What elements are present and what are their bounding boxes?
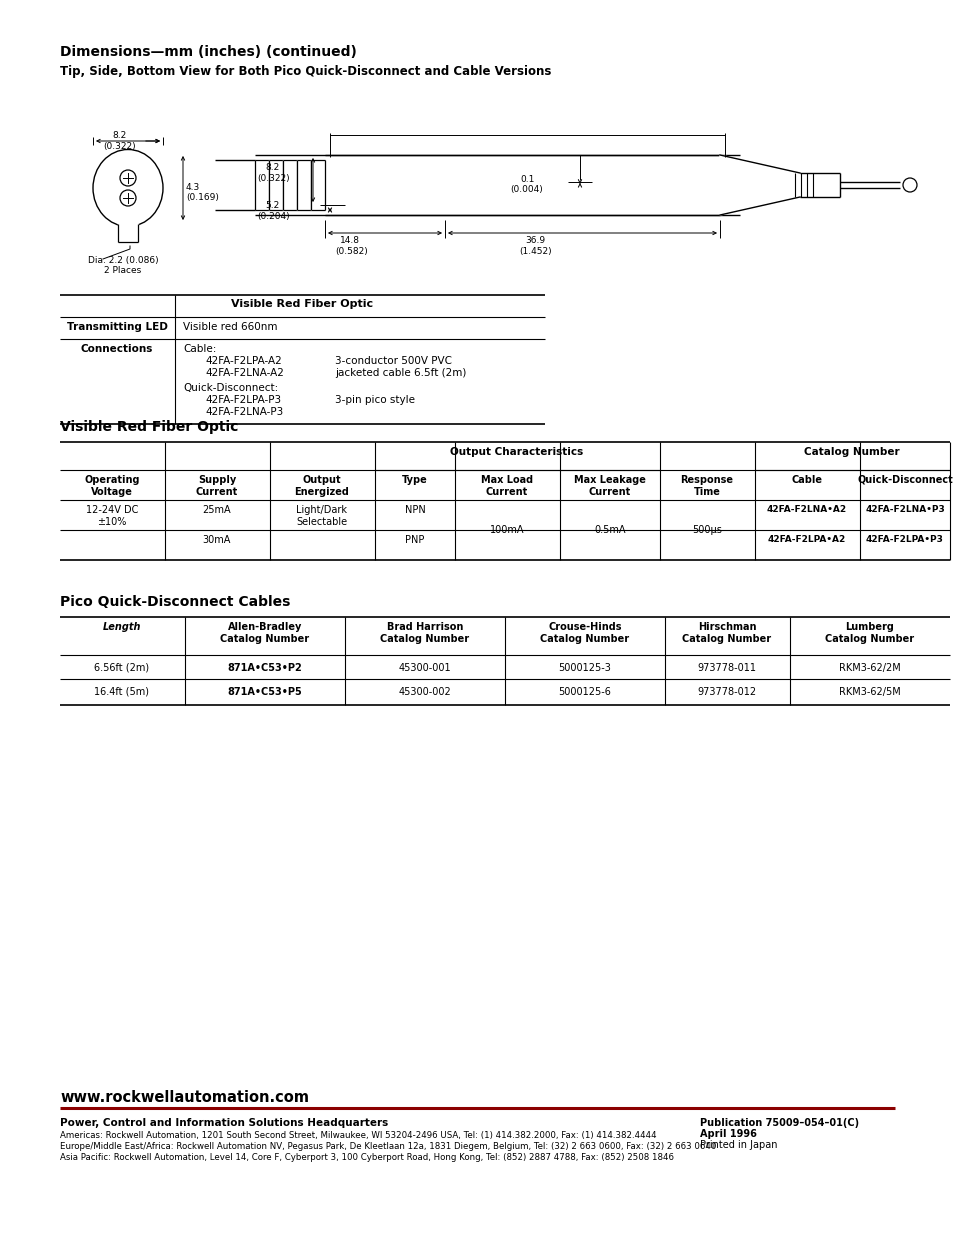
- Text: 36.9: 36.9: [524, 236, 544, 245]
- Text: Dia. 2.2 (0.086): Dia. 2.2 (0.086): [88, 256, 158, 266]
- Text: 0.5mA: 0.5mA: [594, 525, 625, 535]
- Text: Pico Quick-Disconnect Cables: Pico Quick-Disconnect Cables: [60, 595, 290, 609]
- Text: Lumberg
Catalog Number: Lumberg Catalog Number: [824, 622, 914, 643]
- Text: 3-pin pico style: 3-pin pico style: [335, 395, 415, 405]
- Text: 42FA-F2LNA-P3: 42FA-F2LNA-P3: [205, 408, 283, 417]
- Text: 973778-011: 973778-011: [697, 663, 756, 673]
- Text: Asia Pacific: Rockwell Automation, Level 14, Core F, Cyberport 3, 100 Cyberport : Asia Pacific: Rockwell Automation, Level…: [60, 1153, 673, 1162]
- Polygon shape: [254, 161, 269, 210]
- Text: Power, Control and Information Solutions Headquarters: Power, Control and Information Solutions…: [60, 1118, 388, 1128]
- Text: Printed in Japan: Printed in Japan: [700, 1140, 777, 1150]
- Text: Dimensions—mm (inches) (continued): Dimensions—mm (inches) (continued): [60, 44, 356, 59]
- Text: Tip, Side, Bottom View for Both Pico Quick-Disconnect and Cable Versions: Tip, Side, Bottom View for Both Pico Qui…: [60, 65, 551, 78]
- Text: RKM3-62/2M: RKM3-62/2M: [839, 663, 900, 673]
- Text: Output
Energized: Output Energized: [294, 475, 349, 496]
- Text: Output Characteristics: Output Characteristics: [450, 447, 583, 457]
- Text: (0.204): (0.204): [256, 212, 290, 221]
- Text: 42FA-F2LPA-A2: 42FA-F2LPA-A2: [205, 356, 281, 366]
- Text: Supply
Current: Supply Current: [195, 475, 238, 496]
- Text: 42FA-F2LNA•P3: 42FA-F2LNA•P3: [864, 505, 943, 514]
- Ellipse shape: [92, 149, 163, 226]
- Circle shape: [902, 178, 916, 191]
- Text: Visible Red Fiber Optic: Visible Red Fiber Optic: [231, 299, 373, 309]
- Text: (0.004): (0.004): [510, 185, 542, 194]
- Text: 2 Places: 2 Places: [104, 266, 141, 275]
- Polygon shape: [118, 224, 138, 242]
- Text: Transmitting LED: Transmitting LED: [67, 322, 168, 332]
- Text: (0.322): (0.322): [104, 142, 136, 151]
- Text: 8.2: 8.2: [265, 163, 279, 172]
- Text: Response
Time: Response Time: [679, 475, 733, 496]
- Polygon shape: [269, 161, 283, 210]
- Text: Cable:: Cable:: [183, 345, 216, 354]
- Text: Connections: Connections: [81, 345, 153, 354]
- Text: 30mA: 30mA: [203, 535, 231, 545]
- Polygon shape: [720, 156, 800, 215]
- Text: Cable: Cable: [791, 475, 821, 485]
- Text: 973778-012: 973778-012: [697, 687, 756, 697]
- Text: 42FA-F2LNA-A2: 42FA-F2LNA-A2: [205, 368, 284, 378]
- Text: 45300-001: 45300-001: [398, 663, 451, 673]
- Text: 5000125-6: 5000125-6: [558, 687, 611, 697]
- Text: www.rockwellautomation.com: www.rockwellautomation.com: [60, 1091, 309, 1105]
- Text: 871A•C53•P2: 871A•C53•P2: [228, 663, 302, 673]
- Text: Allen-Bradley
Catalog Number: Allen-Bradley Catalog Number: [220, 622, 309, 643]
- Text: 500μs: 500μs: [691, 525, 721, 535]
- Text: (1.452): (1.452): [518, 247, 551, 256]
- Text: NPN: NPN: [404, 505, 425, 515]
- Text: 16.4ft (5m): 16.4ft (5m): [94, 687, 150, 697]
- Text: Quick-Disconnect:: Quick-Disconnect:: [183, 383, 278, 393]
- Circle shape: [120, 190, 136, 206]
- Text: Hirschman
Catalog Number: Hirschman Catalog Number: [681, 622, 771, 643]
- Text: 42FA-F2LPA•A2: 42FA-F2LPA•A2: [767, 535, 845, 543]
- Text: Operating
Voltage: Operating Voltage: [84, 475, 139, 496]
- Polygon shape: [283, 161, 296, 210]
- Text: Max Load
Current: Max Load Current: [480, 475, 533, 496]
- Text: 12-24V DC
±10%: 12-24V DC ±10%: [86, 505, 138, 526]
- Text: 45300-002: 45300-002: [398, 687, 451, 697]
- Text: (0.582): (0.582): [335, 247, 367, 256]
- Text: 871A•C53•P5: 871A•C53•P5: [228, 687, 302, 697]
- Text: 5.2: 5.2: [265, 201, 279, 210]
- Polygon shape: [311, 161, 325, 210]
- Text: 14.8: 14.8: [339, 236, 359, 245]
- Text: 42FA-F2LPA•P3: 42FA-F2LPA•P3: [865, 535, 943, 543]
- Text: Publication 75009–054–01(C): Publication 75009–054–01(C): [700, 1118, 859, 1128]
- Text: 4.3: 4.3: [186, 183, 200, 191]
- Text: 8.2: 8.2: [112, 131, 127, 140]
- Text: Length: Length: [103, 622, 141, 632]
- Text: Visible red 660nm: Visible red 660nm: [183, 322, 277, 332]
- Text: Visible Red Fiber Optic: Visible Red Fiber Optic: [60, 420, 238, 433]
- Text: 3-conductor 500V PVC: 3-conductor 500V PVC: [335, 356, 452, 366]
- Text: Max Leakage
Current: Max Leakage Current: [574, 475, 645, 496]
- Text: 42FA-F2LNA•A2: 42FA-F2LNA•A2: [766, 505, 846, 514]
- Text: PNP: PNP: [405, 535, 424, 545]
- Text: 0.1: 0.1: [519, 175, 534, 184]
- Text: Quick-Disconnect: Quick-Disconnect: [856, 475, 952, 485]
- Text: Crouse-Hinds
Catalog Number: Crouse-Hinds Catalog Number: [539, 622, 629, 643]
- Text: (0.322): (0.322): [256, 174, 290, 183]
- Text: Light/Dark
Selectable: Light/Dark Selectable: [296, 505, 347, 526]
- Text: 6.56ft (2m): 6.56ft (2m): [94, 663, 150, 673]
- Text: (0.169): (0.169): [186, 193, 218, 203]
- Text: 100mA: 100mA: [489, 525, 524, 535]
- Text: jacketed cable 6.5ft (2m): jacketed cable 6.5ft (2m): [335, 368, 466, 378]
- Text: Catalog Number: Catalog Number: [803, 447, 899, 457]
- Text: Type: Type: [402, 475, 428, 485]
- Text: 42FA-F2LPA-P3: 42FA-F2LPA-P3: [205, 395, 281, 405]
- Text: 5000125-3: 5000125-3: [558, 663, 611, 673]
- Text: Brad Harrison
Catalog Number: Brad Harrison Catalog Number: [380, 622, 469, 643]
- Text: Americas: Rockwell Automation, 1201 South Second Street, Milwaukee, WI 53204-249: Americas: Rockwell Automation, 1201 Sout…: [60, 1131, 656, 1140]
- Text: Europe/Middle East/Africa: Rockwell Automation NV, Pegasus Park, De Kleetlaan 12: Europe/Middle East/Africa: Rockwell Auto…: [60, 1142, 716, 1151]
- Text: 25mA: 25mA: [202, 505, 231, 515]
- Text: RKM3-62/5M: RKM3-62/5M: [839, 687, 900, 697]
- Circle shape: [120, 170, 136, 186]
- Polygon shape: [296, 161, 311, 210]
- Text: April 1996: April 1996: [700, 1129, 756, 1139]
